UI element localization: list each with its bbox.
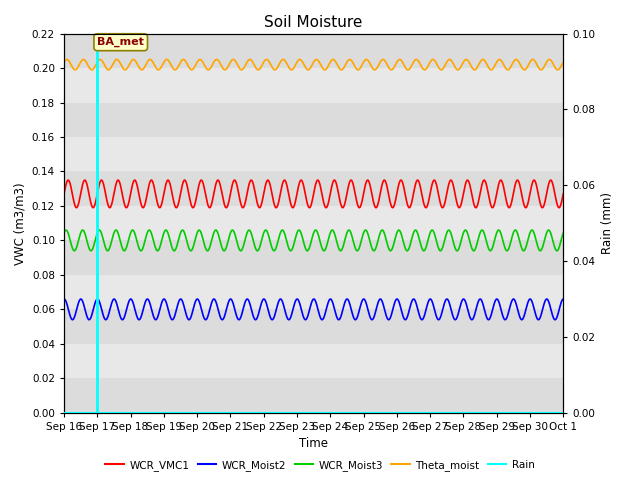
Legend: WCR_VMC1, WCR_Moist2, WCR_Moist3, Theta_moist, Rain: WCR_VMC1, WCR_Moist2, WCR_Moist3, Theta_…	[101, 456, 539, 475]
Bar	[64, 310, 563, 344]
Bar	[64, 344, 563, 378]
Title: Soil Moisture: Soil Moisture	[264, 15, 363, 30]
X-axis label: Time: Time	[299, 437, 328, 450]
Bar	[64, 378, 563, 413]
Text: BA_met: BA_met	[97, 37, 144, 48]
Bar	[64, 206, 563, 240]
Bar	[64, 171, 563, 206]
Bar	[64, 34, 563, 68]
Bar	[64, 275, 563, 310]
Y-axis label: VWC (m3/m3): VWC (m3/m3)	[13, 182, 26, 264]
Bar	[64, 137, 563, 171]
Y-axis label: Rain (mm): Rain (mm)	[601, 192, 614, 254]
Bar	[64, 240, 563, 275]
Bar	[64, 68, 563, 103]
Bar	[64, 103, 563, 137]
